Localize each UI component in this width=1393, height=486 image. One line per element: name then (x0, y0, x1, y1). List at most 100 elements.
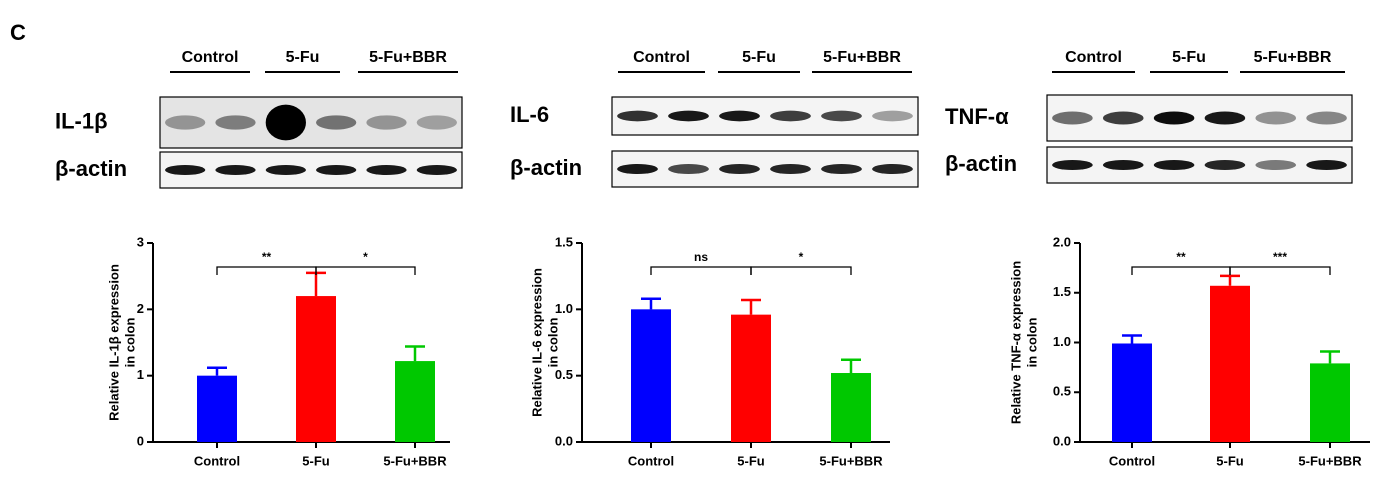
y-tick-label: 1 (137, 367, 144, 382)
blot-band (1255, 111, 1297, 125)
blot-band (872, 163, 913, 175)
x-tick-label: Control (1109, 453, 1155, 468)
blot-band (719, 163, 760, 175)
blot-group-label: 5-Fu+BBR (369, 49, 447, 66)
bar (197, 375, 237, 442)
error-bar (841, 358, 861, 374)
bar (731, 314, 771, 442)
panel-label: C (10, 20, 26, 45)
blot-group-label: 5-Fu+BBR (1254, 49, 1332, 66)
blot-band (1306, 159, 1347, 171)
blot-group-label: 5-Fu (286, 49, 320, 66)
blot-group-label: Control (633, 49, 690, 66)
y-axis-label: Relative IL-6 expression (529, 268, 544, 417)
y-tick-label: 2.0 (1053, 234, 1071, 249)
blot-band (215, 115, 256, 130)
blot-band (770, 163, 811, 175)
bar (1310, 363, 1350, 442)
blot-band (668, 163, 709, 175)
blot-band (821, 110, 862, 122)
significance-label: ** (1176, 250, 1186, 264)
blot-band (366, 115, 407, 130)
y-tick-label: 0.0 (555, 433, 573, 448)
blot-box (1046, 146, 1353, 184)
y-axis-label: Relative IL-1β expression (106, 264, 121, 421)
blot-band (1255, 159, 1297, 171)
blot-band (1052, 111, 1093, 125)
y-axis-label: in colon (545, 318, 560, 368)
error-bar (1320, 350, 1340, 364)
y-tick-label: 1.5 (555, 234, 573, 249)
significance-label: ** (262, 250, 272, 264)
y-axis-label: in colon (122, 318, 137, 368)
blot-band (1052, 159, 1093, 171)
significance-bracket (1229, 266, 1331, 275)
blot-band (316, 115, 357, 130)
blot-row-label: β-actin (55, 156, 127, 181)
x-tick-label: 5-Fu+BBR (1298, 453, 1362, 468)
bar (631, 309, 671, 442)
blot-band (1102, 159, 1144, 171)
blot-row-label: IL-1β (55, 108, 108, 133)
error-bar (405, 345, 425, 362)
blot-band (265, 104, 306, 141)
blot-group-label: 5-Fu+BBR (823, 49, 901, 66)
bar (395, 361, 435, 442)
blot-band (165, 115, 206, 130)
y-tick-label: 0.5 (1053, 384, 1071, 399)
blot-group-label: 5-Fu (1172, 49, 1206, 66)
blot-band (1153, 159, 1195, 171)
blot-band (770, 110, 811, 122)
y-tick-label: 1.0 (1053, 334, 1071, 349)
y-axis-label: Relative TNF-α expression (1008, 261, 1023, 424)
significance-bracket (216, 266, 317, 275)
y-tick-label: 3 (137, 234, 144, 249)
blot-band (165, 164, 206, 176)
blot-group-label: Control (182, 49, 239, 66)
blot-box (159, 151, 463, 189)
x-tick-label: 5-Fu (737, 453, 765, 468)
blot-band (1306, 111, 1347, 125)
x-tick-label: 5-Fu (302, 453, 330, 468)
blot-band (1204, 159, 1246, 171)
blot-box (159, 96, 463, 149)
y-tick-label: 1.0 (555, 301, 573, 316)
error-bar (1220, 274, 1240, 286)
error-bar (741, 298, 761, 315)
bar (1112, 343, 1152, 442)
blot-band (316, 164, 357, 176)
significance-label: *** (1273, 250, 1287, 264)
significance-label: * (799, 250, 804, 264)
blot-band (719, 110, 760, 122)
blot-group-label: Control (1065, 49, 1122, 66)
significance-bracket (650, 266, 752, 275)
bar (1210, 285, 1250, 442)
blot-band (617, 110, 658, 122)
significance-bracket (1131, 266, 1231, 275)
y-tick-label: 2 (137, 301, 144, 316)
blot-band (416, 164, 457, 176)
error-bar (1122, 334, 1142, 344)
y-tick-label: 1.5 (1053, 284, 1071, 299)
x-tick-label: Control (194, 453, 240, 468)
blot-band (872, 110, 913, 122)
y-tick-label: 0.0 (1053, 433, 1071, 448)
blot-group-label: 5-Fu (742, 49, 776, 66)
blot-box (1046, 94, 1353, 142)
significance-bracket (315, 266, 416, 275)
blot-band (366, 164, 407, 176)
error-bar (306, 271, 326, 297)
blot-row-label: β-actin (510, 155, 582, 180)
blot-band (416, 115, 457, 130)
blot-band (1204, 111, 1246, 125)
bar (296, 296, 336, 442)
blot-band (617, 163, 658, 175)
blot-box (611, 96, 919, 136)
bar (831, 373, 871, 442)
blot-band (1153, 111, 1195, 125)
blot-band (265, 164, 306, 176)
error-bar (641, 297, 661, 310)
blot-box (611, 150, 919, 188)
blot-band (668, 110, 709, 122)
